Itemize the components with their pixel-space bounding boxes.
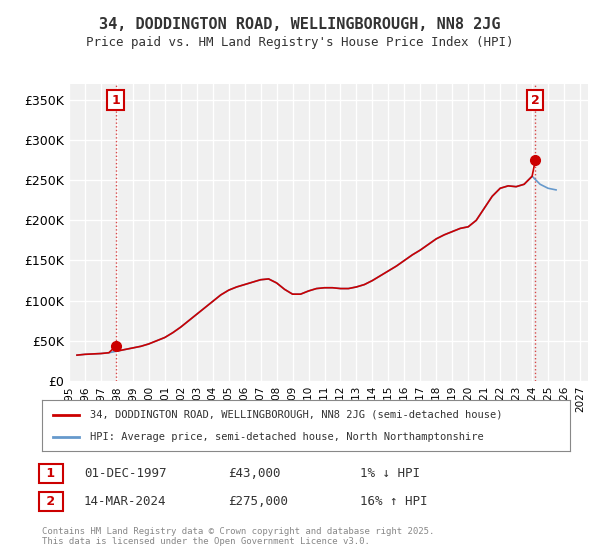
Text: £275,000: £275,000 xyxy=(228,494,288,508)
Text: 16% ↑ HPI: 16% ↑ HPI xyxy=(360,494,427,508)
Text: HPI: Average price, semi-detached house, North Northamptonshire: HPI: Average price, semi-detached house,… xyxy=(89,432,483,442)
Text: 1% ↓ HPI: 1% ↓ HPI xyxy=(360,466,420,480)
Text: Contains HM Land Registry data © Crown copyright and database right 2025.
This d: Contains HM Land Registry data © Crown c… xyxy=(42,526,434,546)
Text: 2: 2 xyxy=(42,494,59,508)
Text: 1: 1 xyxy=(111,94,120,106)
Text: 1: 1 xyxy=(42,466,59,480)
Text: 2: 2 xyxy=(531,94,539,106)
Text: 01-DEC-1997: 01-DEC-1997 xyxy=(84,466,167,480)
Text: 34, DODDINGTON ROAD, WELLINGBOROUGH, NN8 2JG: 34, DODDINGTON ROAD, WELLINGBOROUGH, NN8… xyxy=(99,17,501,32)
Text: £43,000: £43,000 xyxy=(228,466,281,480)
Text: 14-MAR-2024: 14-MAR-2024 xyxy=(84,494,167,508)
Text: 34, DODDINGTON ROAD, WELLINGBOROUGH, NN8 2JG (semi-detached house): 34, DODDINGTON ROAD, WELLINGBOROUGH, NN8… xyxy=(89,409,502,419)
Text: Price paid vs. HM Land Registry's House Price Index (HPI): Price paid vs. HM Land Registry's House … xyxy=(86,36,514,49)
